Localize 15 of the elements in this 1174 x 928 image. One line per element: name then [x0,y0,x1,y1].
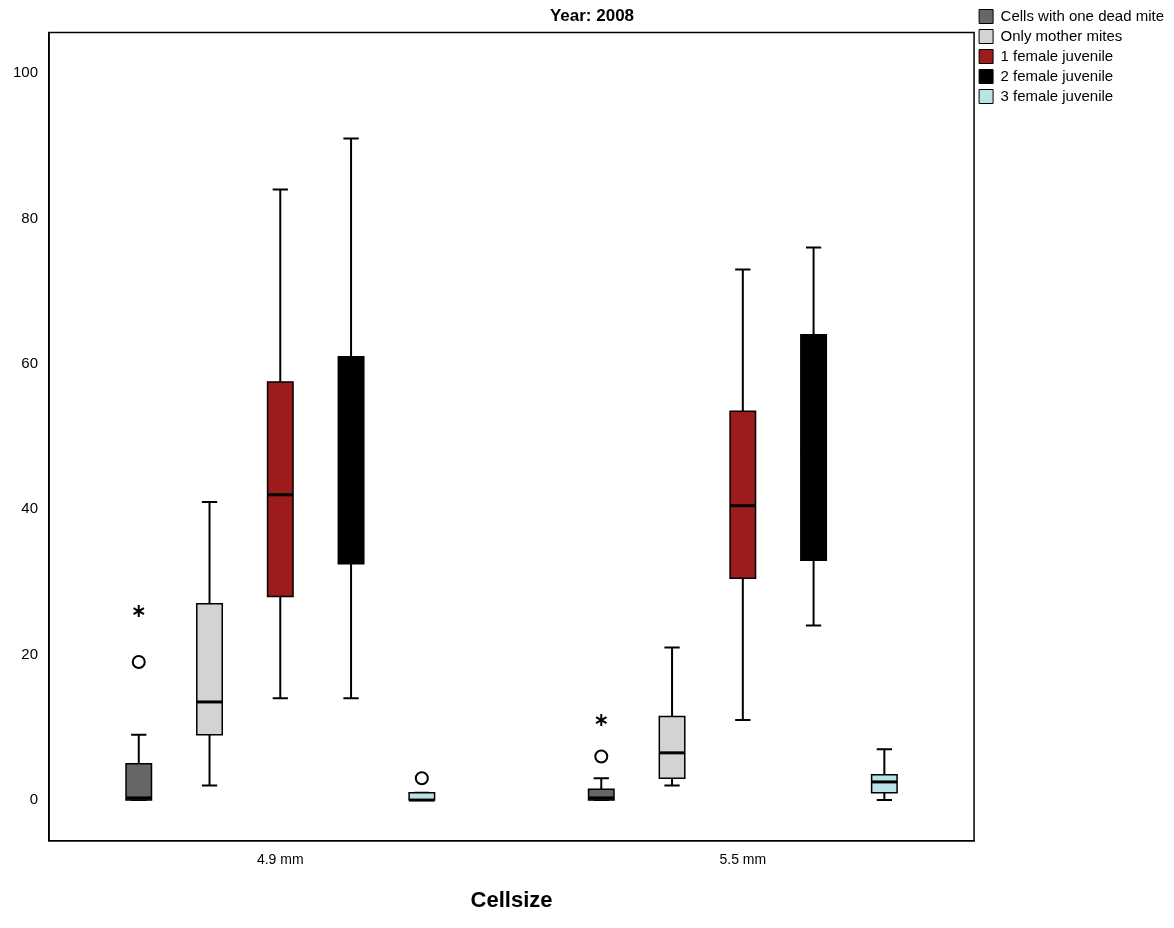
y-tick-label: 20 [21,644,39,662]
x-tick-label: 5.5 mm [719,851,767,868]
legend-label: 1 female juvenile [1000,46,1114,64]
y-tick-label: 80 [21,208,39,226]
y-tick-label: 60 [21,354,39,372]
x-axis-title: Cellsize [470,886,553,912]
legend-label: Only mother mites [1000,26,1123,44]
y-tick-label: 0 [29,790,39,808]
legend-label: 2 female juvenile [1000,66,1114,84]
chart-title: Year: 2008 [549,5,635,25]
x-tick-label: 4.9 mm [256,851,304,868]
y-tick-label: 100 [13,63,39,81]
legend-label: Cells with one dead mite [1000,6,1164,24]
legend-label: 3 female juvenile [1000,86,1114,104]
y-tick-label: 40 [21,499,39,517]
